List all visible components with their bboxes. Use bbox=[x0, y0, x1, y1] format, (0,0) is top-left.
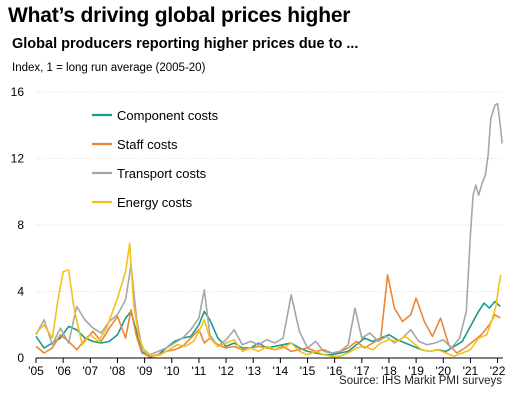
legend-label: Component costs bbox=[117, 108, 219, 123]
x-tick-label: '16 bbox=[327, 364, 343, 378]
x-tick-label: '12 bbox=[218, 364, 234, 378]
x-tick-label: '18 bbox=[381, 364, 397, 378]
x-tick-label: '17 bbox=[354, 364, 370, 378]
source-note: Source: IHS Markit PMI surveys bbox=[339, 375, 502, 387]
series-line-energy-costs bbox=[35, 242, 502, 358]
x-tick-label: '10 bbox=[164, 364, 180, 378]
legend-label: Energy costs bbox=[117, 195, 193, 210]
legend-label: Staff costs bbox=[117, 137, 178, 152]
x-tick-label: '09 bbox=[137, 364, 153, 378]
x-tick-label: '08 bbox=[110, 364, 126, 378]
series-layer bbox=[35, 102, 503, 358]
x-tick-label: '14 bbox=[273, 364, 289, 378]
x-tick-label: '07 bbox=[82, 364, 98, 378]
legend-layer: Component costs Staff costs Transport cost… bbox=[92, 108, 219, 210]
x-tick-label: '19 bbox=[408, 364, 424, 378]
page-title: What’s driving global prices higher bbox=[8, 4, 351, 27]
x-tick-label: '21 bbox=[463, 364, 479, 378]
y-tick-label: 8 bbox=[17, 218, 24, 232]
y-tick-label: 12 bbox=[11, 152, 25, 166]
series-line-staff-costs bbox=[35, 274, 501, 358]
series-line-transport-costs bbox=[35, 102, 503, 356]
x-tick-label: '22 bbox=[490, 364, 506, 378]
x-tick-label: '13 bbox=[245, 364, 261, 378]
x-tick-label: '11 bbox=[192, 364, 207, 378]
y-tick-label: 16 bbox=[11, 85, 25, 99]
x-tick-label: '06 bbox=[55, 364, 71, 378]
grid-layer bbox=[36, 91, 503, 292]
axis-layer: 0 4 8 12 16 '05 '06 '07 '08 '09 '10 '11 '12 '13 '14 '15… bbox=[11, 85, 506, 378]
x-tick-label: '20 bbox=[435, 364, 451, 378]
chart-subtitle: Global producers reporting higher prices… bbox=[12, 36, 359, 52]
y-tick-label: 0 bbox=[17, 351, 24, 365]
x-tick-label: '05 bbox=[28, 364, 44, 378]
y-tick-label: 4 bbox=[17, 285, 24, 299]
legend-label: Transport costs bbox=[117, 166, 207, 181]
y-axis-label: Index, 1 = long run average (2005-20) bbox=[12, 62, 206, 74]
x-tick-label: '15 bbox=[300, 364, 316, 378]
